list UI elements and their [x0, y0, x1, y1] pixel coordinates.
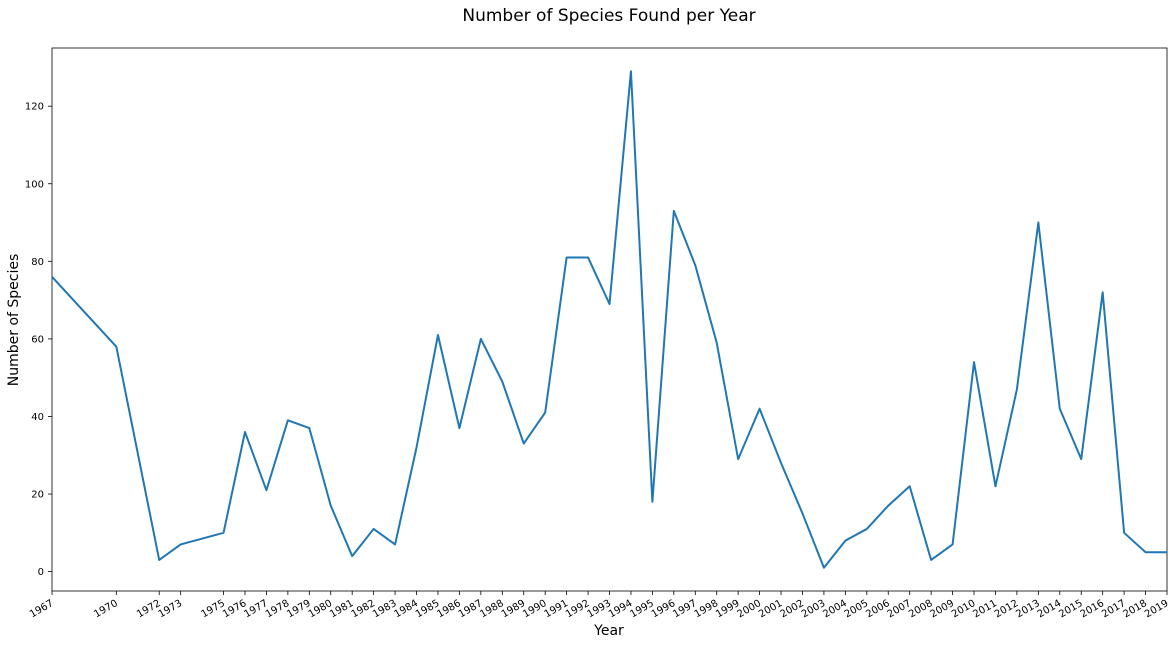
x-tick-label: 2019 [1143, 598, 1171, 620]
y-tick-label: 60 [31, 334, 44, 345]
x-axis-label: Year [593, 623, 624, 639]
series-line [51, 70, 1167, 569]
y-tick-label: 20 [31, 490, 44, 501]
y-tick-label: 100 [25, 179, 44, 190]
x-tick-label: 1967 [28, 598, 56, 620]
y-tick-label: 40 [31, 412, 44, 423]
x-tick-label: 1973 [157, 598, 185, 620]
plot-frame [51, 47, 1168, 592]
y-tick-label: 80 [31, 257, 44, 268]
y-tick-label: 0 [38, 567, 44, 578]
plot-area [51, 47, 1168, 592]
y-axis-label: Number of Species [6, 254, 22, 387]
chart-title: Number of Species Found per Year [462, 6, 755, 26]
x-tick-label: 1970 [92, 598, 120, 620]
y-axis: 0 20 40 60 80 100 120 [25, 102, 52, 578]
y-tick-label: 120 [25, 102, 44, 113]
